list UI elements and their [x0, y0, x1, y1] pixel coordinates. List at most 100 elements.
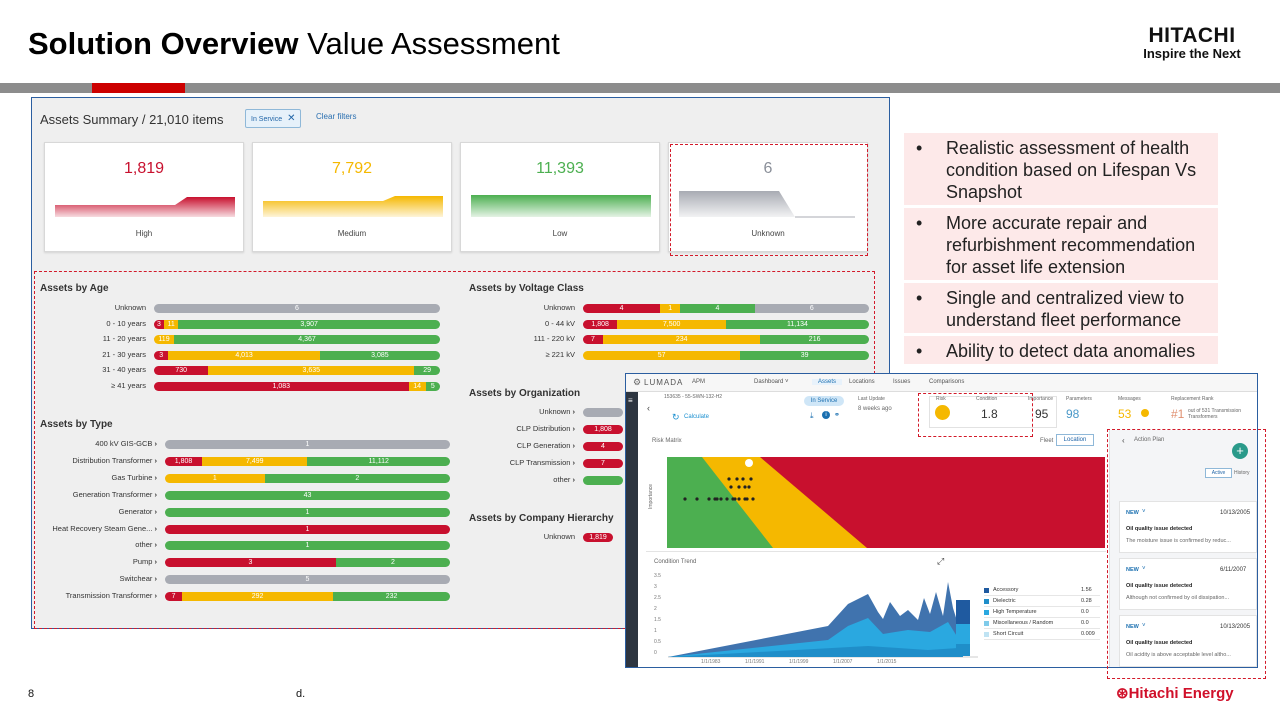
row-label[interactable]: 111 - 220 kV — [533, 334, 575, 344]
close-icon[interactable]: ✕ — [287, 113, 296, 124]
nav-dashboard[interactable]: Dashboard ˅ — [754, 379, 789, 385]
bar-segment[interactable]: 1,808 — [583, 424, 623, 434]
asset-point[interactable] — [747, 485, 751, 489]
bar-segment[interactable]: 29 — [414, 366, 440, 376]
stacked-bar[interactable]: 1,808 7,500 11,134 — [583, 319, 869, 329]
bar-segment[interactable]: 7 — [165, 592, 183, 602]
chevron-right-icon[interactable]: › — [152, 455, 157, 465]
row-label[interactable]: ≥ 221 kV — [545, 349, 575, 359]
stacked-bar[interactable]: 57 39 — [583, 350, 869, 360]
bar-segment[interactable]: 14 — [408, 382, 426, 391]
nav-assets[interactable]: Assets — [812, 379, 843, 385]
stacked-bar[interactable]: 4 — [583, 441, 623, 451]
row-label[interactable]: 0 - 44 kV — [544, 318, 575, 328]
info-icon[interactable]: i — [822, 411, 830, 419]
bar-segment[interactable]: 7 — [583, 458, 623, 468]
row-label[interactable]: 31 - 40 years — [102, 365, 146, 375]
stacked-bar[interactable]: 7 292 232 — [165, 592, 450, 602]
asset-point[interactable] — [737, 485, 741, 489]
row-label[interactable]: Unknown — [543, 532, 575, 541]
bar-segment[interactable]: 5 — [165, 575, 450, 585]
row-label[interactable]: Pump › — [132, 557, 157, 567]
row-label[interactable]: 21 - 30 years — [102, 349, 146, 359]
row-label[interactable]: Switchear › — [119, 574, 157, 584]
stacked-bar[interactable]: 43 — [165, 490, 450, 500]
row-label[interactable]: Distribution Transformer › — [72, 455, 157, 465]
issue-card[interactable]: NEW ˅ 10/13/2005 Oil quality issue detec… — [1119, 615, 1257, 667]
row-label[interactable]: Generator › — [118, 506, 157, 516]
bar-segment[interactable]: 3,085 — [319, 350, 440, 360]
bar-segment[interactable]: 1,808 — [165, 456, 203, 466]
tab-history[interactable]: History — [1234, 470, 1250, 476]
chevron-right-icon[interactable]: › — [152, 506, 157, 516]
bar-segment[interactable]: 2 — [336, 558, 450, 568]
row-label[interactable]: Generation Transformer › — [72, 489, 157, 499]
row-label[interactable]: 11 - 20 years — [102, 334, 146, 344]
back-icon[interactable]: ‹ — [647, 403, 650, 413]
bar-segment[interactable] — [583, 408, 623, 417]
bar-segment[interactable]: 7,500 — [617, 319, 726, 329]
chevron-down-icon[interactable]: ˅ — [1142, 566, 1146, 572]
bar-segment[interactable]: 1,819 — [583, 533, 613, 542]
chevron-right-icon[interactable]: › — [570, 440, 575, 450]
asset-point[interactable] — [743, 485, 747, 489]
bar-segment[interactable]: 4,013 — [168, 350, 320, 360]
bar-segment[interactable]: 1 — [165, 507, 450, 517]
bar-segment[interactable]: 3,635 — [208, 366, 415, 376]
nav-issues[interactable]: Issues — [893, 379, 911, 385]
issue-card[interactable]: NEW ˅ 10/13/2005 Oil quality issue detec… — [1119, 501, 1257, 553]
summary-card-high[interactable]: 1,819 High — [44, 142, 244, 252]
stacked-bar[interactable]: 1,808 7,499 11,112 — [165, 456, 450, 466]
bar-segment[interactable]: 3 — [165, 558, 336, 568]
stacked-bar[interactable]: 1 — [165, 440, 450, 449]
bar-segment[interactable]: 1 — [660, 304, 681, 313]
bar-segment[interactable]: 39 — [740, 350, 869, 360]
asset-point[interactable] — [725, 497, 729, 501]
stacked-bar[interactable]: 1,083 14 5 — [154, 382, 440, 391]
bar-segment[interactable]: 1 — [165, 524, 450, 534]
bar-segment[interactable]: 1,083 — [154, 382, 409, 391]
fleet-toggle[interactable]: Fleet — [1040, 438, 1054, 444]
chevron-right-icon[interactable]: › — [570, 423, 575, 433]
asset-point[interactable] — [751, 497, 755, 501]
row-label[interactable]: CLP Transmission › — [509, 457, 575, 467]
stacked-bar[interactable]: 1,808 — [583, 424, 623, 434]
bar-segment[interactable]: 292 — [182, 592, 334, 602]
chevron-right-icon[interactable]: › — [152, 439, 157, 448]
asset-point[interactable] — [707, 497, 711, 501]
stacked-bar[interactable]: 1,819 — [583, 533, 613, 542]
bar-segment[interactable]: 7 — [583, 335, 604, 345]
bar-segment[interactable]: 232 — [333, 592, 450, 602]
bar-segment[interactable]: 4,367 — [174, 335, 440, 345]
bar-segment[interactable]: 6 — [154, 304, 440, 313]
asset-point[interactable] — [741, 477, 745, 481]
asset-point[interactable] — [733, 497, 737, 501]
add-icon[interactable]: + — [1232, 443, 1248, 459]
asset-point[interactable] — [737, 497, 741, 501]
issue-card[interactable]: NEW ˅ 6/11/2007 Oil quality issue detect… — [1119, 558, 1257, 610]
asset-point[interactable] — [745, 497, 749, 501]
bar-segment[interactable]: 1,808 — [583, 319, 618, 329]
asset-point[interactable] — [735, 477, 739, 481]
row-label[interactable]: other › — [135, 540, 157, 550]
tab-active[interactable]: Active — [1205, 468, 1232, 478]
chevron-right-icon[interactable]: › — [152, 557, 157, 567]
stacked-bar[interactable]: 1 — [165, 541, 450, 551]
bar-segment[interactable]: 4 — [583, 441, 623, 451]
stacked-bar[interactable]: 7 — [583, 458, 623, 468]
row-label[interactable]: Heat Recovery Steam Gene... › — [52, 523, 157, 533]
stacked-bar[interactable]: 3 11 3,907 — [154, 319, 440, 329]
menu-icon[interactable]: ≡ — [628, 396, 633, 405]
chevron-right-icon[interactable]: › — [570, 474, 575, 484]
row-label[interactable]: CLP Generation › — [516, 440, 575, 450]
bar-segment[interactable]: 1 — [165, 473, 265, 483]
back-icon[interactable]: ‹ — [1122, 436, 1125, 445]
bar-segment[interactable]: 6 — [754, 304, 869, 313]
chevron-right-icon[interactable]: › — [152, 574, 157, 584]
stacked-bar[interactable]: 1 — [165, 524, 450, 534]
bar-segment[interactable]: 3,907 — [178, 319, 440, 329]
row-label[interactable]: Transmission Transformer › — [65, 591, 157, 601]
calculate-button[interactable]: Calculate — [684, 414, 710, 420]
